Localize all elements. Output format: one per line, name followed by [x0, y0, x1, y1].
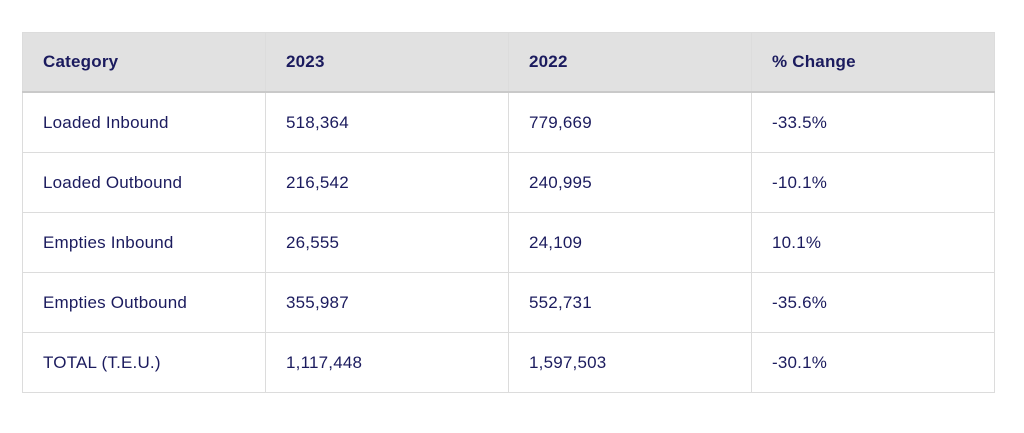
- cell-pct-change: -10.1%: [751, 152, 995, 213]
- cell-category: Empties Outbound: [22, 272, 266, 333]
- cell-pct-change: 10.1%: [751, 212, 995, 273]
- cell-category: Empties Inbound: [22, 212, 266, 273]
- cell-2023: 216,542: [265, 152, 509, 213]
- cell-pct-change: -33.5%: [751, 91, 995, 153]
- column-header-2022: 2022: [508, 32, 752, 93]
- cell-2022: 552,731: [508, 272, 752, 333]
- cell-pct-change: -30.1%: [751, 332, 995, 393]
- table-row-empties-inbound: Empties Inbound 26,555 24,109 10.1%: [22, 212, 995, 273]
- table-row-empties-outbound: Empties Outbound 355,987 552,731 -35.6%: [22, 272, 995, 333]
- column-header-2023: 2023: [265, 32, 509, 93]
- cell-2022: 1,597,503: [508, 332, 752, 393]
- cell-2023: 518,364: [265, 91, 509, 153]
- cell-2022: 779,669: [508, 91, 752, 153]
- cell-category: Loaded Inbound: [22, 91, 266, 153]
- teu-volume-table: Category 2023 2022 % Change Loaded Inbou…: [22, 32, 995, 393]
- cell-category: TOTAL (T.E.U.): [22, 332, 266, 393]
- cell-pct-change: -35.6%: [751, 272, 995, 333]
- table-row-loaded-outbound: Loaded Outbound 216,542 240,995 -10.1%: [22, 152, 995, 213]
- cell-2022: 24,109: [508, 212, 752, 273]
- cell-2023: 1,117,448: [265, 332, 509, 393]
- cell-2023: 355,987: [265, 272, 509, 333]
- column-header-pct-change: % Change: [751, 32, 995, 93]
- table-row-loaded-inbound: Loaded Inbound 518,364 779,669 -33.5%: [22, 91, 995, 153]
- cell-2022: 240,995: [508, 152, 752, 213]
- header-row: Category 2023 2022 % Change: [22, 32, 995, 93]
- cell-category: Loaded Outbound: [22, 152, 266, 213]
- table-row-total-teu: TOTAL (T.E.U.) 1,117,448 1,597,503 -30.1…: [22, 332, 995, 393]
- cell-2023: 26,555: [265, 212, 509, 273]
- column-header-category: Category: [22, 32, 266, 93]
